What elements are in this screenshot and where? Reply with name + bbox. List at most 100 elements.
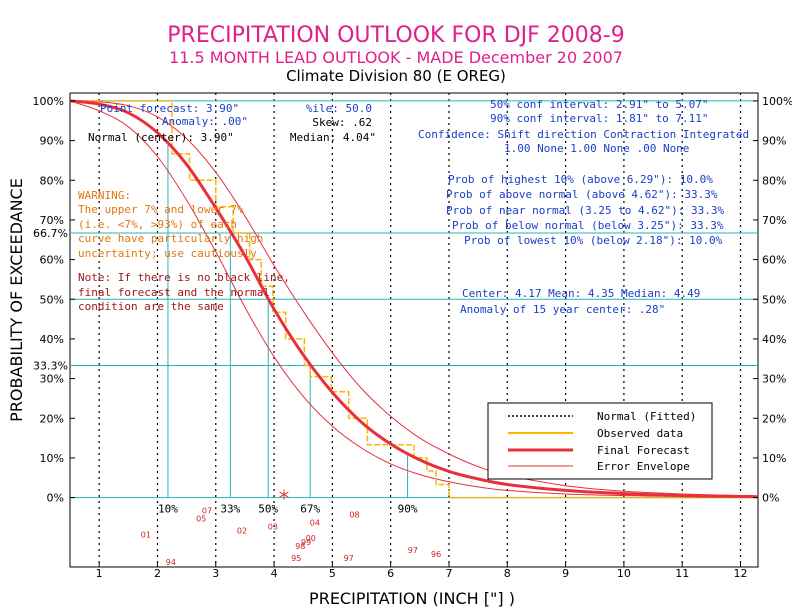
- threshold-lines: [70, 232, 758, 367]
- note-line: condition are the same: [78, 300, 224, 313]
- prob-below-normal: Prob of below normal (below 3.25"): 33.3…: [452, 219, 724, 232]
- y-tick-label: 80%: [762, 174, 786, 187]
- year-point-label: 99: [301, 538, 311, 547]
- y-tick-label: 100%: [33, 95, 64, 108]
- year-point-label: 00: [306, 534, 316, 543]
- year-point-label: 96: [431, 550, 441, 559]
- x-tick-labels: 1 2 3 4 5 6 7 8 9 10 11 12: [96, 567, 748, 580]
- y-tick-label: 60%: [40, 254, 64, 267]
- prob-highest-10: Prob of highest 10% (above 6.29"): 10.0%: [448, 173, 713, 186]
- percentile-text: %ile: 50.0: [306, 102, 372, 115]
- y-tick-labels-right: 0% 10% 20% 30% 40% 50% 60% 70% 80% 90% 100%: [762, 95, 792, 505]
- quantile-labels: 10% 33% 50% 67% 90%: [158, 503, 418, 516]
- chart-subtitle: 11.5 MONTH LEAD OUTLOOK - MADE December …: [169, 48, 623, 67]
- y-tick-label: 50%: [40, 293, 64, 306]
- warning-line: (i.e. <7%, >93%) of each: [78, 218, 237, 231]
- y-axis-title: PROBABILITY OF EXCEEDANCE: [7, 178, 26, 422]
- legend-label-envelope: Error Envelope: [597, 460, 690, 473]
- x-tick-label: 6: [387, 567, 394, 580]
- forecast-marker-stroke: [279, 491, 289, 498]
- year-point-label: 05: [196, 514, 206, 523]
- median-text: Median: 4.04": [290, 131, 376, 144]
- year-point-label: 07: [202, 506, 212, 515]
- warning-line: curve have particularly high: [78, 232, 263, 245]
- point-forecast-marker: [279, 489, 289, 500]
- warning-block: WARNING: The upper 7% and lower 7% (i.e.…: [78, 189, 263, 260]
- prob-near-normal: Prob of near normal (3.25 to 4.62"): 33.…: [446, 204, 725, 217]
- x-tick-label: 7: [445, 567, 452, 580]
- y-tick-label: 30%: [40, 373, 64, 386]
- quantile-label: 90%: [398, 503, 418, 516]
- note-line: Note: If there is no black line,: [78, 271, 290, 284]
- x-tick-label: 12: [734, 567, 748, 580]
- legend: Normal (Fitted) Observed data Final Fore…: [487, 402, 713, 480]
- y-tick-label: 90%: [40, 135, 64, 148]
- year-point-label: 94: [166, 558, 176, 567]
- quantile-label: 33%: [220, 503, 240, 516]
- year-point-label: 02: [237, 526, 247, 535]
- y-tick-label: 0%: [762, 492, 779, 505]
- center-line-1: Center: 4.17 Mean: 4.35 Median: 4.49: [462, 287, 700, 300]
- confidence-header: Confidence: Shift direction Contraction …: [418, 128, 749, 141]
- x-tick-label: 4: [271, 567, 278, 580]
- x-tick-label: 10: [617, 567, 631, 580]
- legend-label-observed: Observed data: [597, 427, 683, 440]
- center-line-2: Anomaly of 15 year center: .28": [460, 303, 665, 316]
- threshold-label: 33.3%: [33, 360, 68, 373]
- x-tick-label: 9: [562, 567, 569, 580]
- y-tick-label: 30%: [762, 373, 786, 386]
- y-tick-label: 20%: [40, 412, 64, 425]
- plot-frame: [69, 92, 759, 568]
- y-tick-label: 40%: [40, 333, 64, 346]
- warning-line: uncertainty; use cautiously: [78, 247, 257, 260]
- probabilities-block: Prob of highest 10% (above 6.29"): 10.0%…: [446, 173, 725, 247]
- quantile-label: 50%: [258, 503, 278, 516]
- point-forecast-text: Point forecast: 3.90": [100, 102, 239, 115]
- prob-above-normal: Prob of above normal (above 4.62"): 33.3…: [446, 188, 718, 201]
- y-tick-label: 20%: [762, 412, 786, 425]
- axis-ticks: [70, 100, 758, 567]
- skew-text: Skew: .62: [312, 116, 372, 129]
- year-point-label: 08: [349, 510, 359, 519]
- conf90-text: 90% conf interval: 1.81" to 7.11": [490, 112, 709, 125]
- quantile-label: 10%: [158, 503, 178, 516]
- x-tick-label: 11: [675, 567, 689, 580]
- conf50-text: 50% conf interval: 2.91" to 5.07": [490, 98, 709, 111]
- chart-title: PRECIPITATION OUTLOOK FOR DJF 2008-9: [167, 23, 624, 48]
- legend-label-normal: Normal (Fitted): [597, 410, 696, 423]
- y-tick-label: 70%: [762, 214, 786, 227]
- x-tick-label: 3: [212, 567, 219, 580]
- x-axis-title: PRECIPITATION (INCH ["] ): [309, 589, 515, 608]
- note-block: Note: If there is no black line, final f…: [78, 271, 290, 313]
- year-point-label: 03: [268, 522, 278, 531]
- x-tick-label: 1: [96, 567, 103, 580]
- y-tick-label: 0%: [47, 492, 64, 505]
- prob-lowest-10: Prob of lowest 10% (below 2.18"): 10.0%: [464, 234, 723, 247]
- year-point-label: 97: [408, 546, 418, 555]
- y-tick-label: 70%: [40, 214, 64, 227]
- year-point-label: 95: [291, 554, 301, 563]
- center-stats: Center: 4.17 Mean: 4.35 Median: 4.49 Ano…: [460, 287, 700, 316]
- x-tick-label: 5: [329, 567, 336, 580]
- year-point-label: 98: [295, 542, 305, 551]
- stats-left: Point forecast: 3.90" Anomaly: .00" Norm…: [88, 102, 376, 144]
- error-envelope-upper: [69, 100, 759, 497]
- y-tick-labels-left: 0% 10% 20% 30% 40% 50% 60% 70% 80% 90% 100%: [33, 95, 64, 505]
- division-label: Climate Division 80 (E OREG): [286, 67, 506, 85]
- year-point-label: 04: [310, 518, 320, 527]
- threshold-label: 66.7%: [33, 227, 68, 240]
- y-tick-label: 90%: [762, 135, 786, 148]
- year-point-label: 01: [141, 530, 151, 539]
- final-forecast-line: [69, 99, 759, 499]
- y-tick-label: 10%: [762, 452, 786, 465]
- y-tick-label: 100%: [762, 95, 792, 108]
- normal-center-text: Normal (center): 3.90": [88, 131, 234, 144]
- y-tick-label: 50%: [762, 293, 786, 306]
- y-tick-label: 40%: [762, 333, 786, 346]
- warning-line: The upper 7% and lower 7%: [78, 203, 244, 216]
- anomaly-text: Anomaly: .00": [162, 115, 248, 128]
- y-tick-label: 10%: [40, 452, 64, 465]
- error-envelope-lower: [69, 100, 759, 498]
